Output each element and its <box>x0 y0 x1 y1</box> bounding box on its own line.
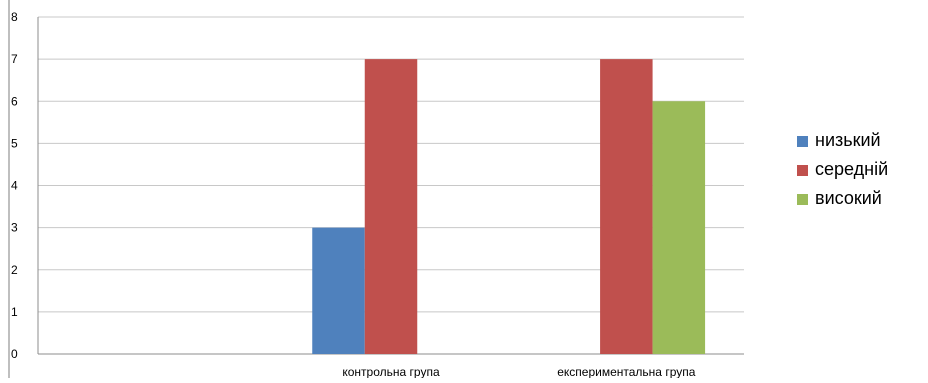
y-tick-label: 1 <box>11 305 18 319</box>
y-tick-label: 2 <box>11 263 18 277</box>
legend: низький середній високий <box>797 130 888 208</box>
bar-середній-контрольна група <box>364 59 418 354</box>
legend-label: середній <box>815 159 888 179</box>
y-tick-label: 8 <box>11 10 18 24</box>
y-tick-label: 7 <box>11 52 18 66</box>
bar-високий-експериментальна група <box>652 101 706 354</box>
legend-label: високий <box>815 188 882 208</box>
legend-item: середній <box>797 159 888 179</box>
legend-swatch <box>797 194 808 205</box>
y-tick-label: 5 <box>11 136 18 150</box>
x-tick-label: контрольна група <box>342 365 440 378</box>
bar-низький-контрольна група <box>312 227 365 354</box>
y-tick-label: 4 <box>11 179 18 193</box>
legend-item: низький <box>797 130 881 150</box>
legend-item: високий <box>797 188 882 208</box>
y-tick-label: 0 <box>11 347 18 361</box>
bars <box>312 59 706 354</box>
legend-swatch <box>797 136 808 147</box>
bar-середній-експериментальна група <box>600 59 653 354</box>
tick-labels: 0 1 2 3 4 5 6 7 8 контрольна група експериментальн… <box>11 10 696 379</box>
legend-label: низький <box>815 130 881 150</box>
legend-swatch <box>797 165 808 176</box>
y-tick-label: 3 <box>11 221 18 235</box>
x-tick-label: експериментальна група <box>557 365 695 378</box>
y-tick-label: 6 <box>11 94 18 108</box>
